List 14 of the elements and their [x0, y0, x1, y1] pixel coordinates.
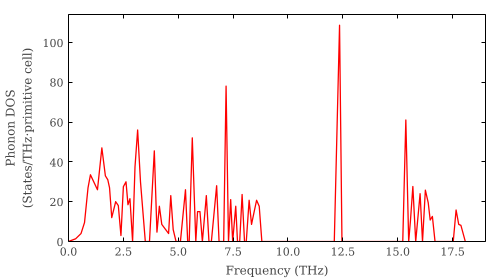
x-tick-label: 15.0: [385, 246, 410, 258]
y-tick-label: 60: [50, 116, 64, 130]
x-tick-label: 2.5: [114, 246, 132, 258]
y-tick-label: 80: [50, 76, 64, 90]
y-tick-label: 20: [50, 196, 64, 210]
x-tick-label: 5.0: [169, 246, 187, 258]
y-tick-label: 100: [42, 36, 64, 50]
x-tick-label: 10.0: [276, 246, 300, 258]
y-axis-title: Phonon DOS (States/THz·primitive cell): [4, 48, 35, 208]
x-axis-title: Frequency (THz): [226, 264, 328, 278]
x-tick-label: 12.5: [330, 246, 356, 258]
x-tick-label: 17.5: [440, 246, 465, 258]
y-tick-label: 40: [50, 156, 64, 170]
x-tick-label: 7.5: [224, 246, 242, 258]
